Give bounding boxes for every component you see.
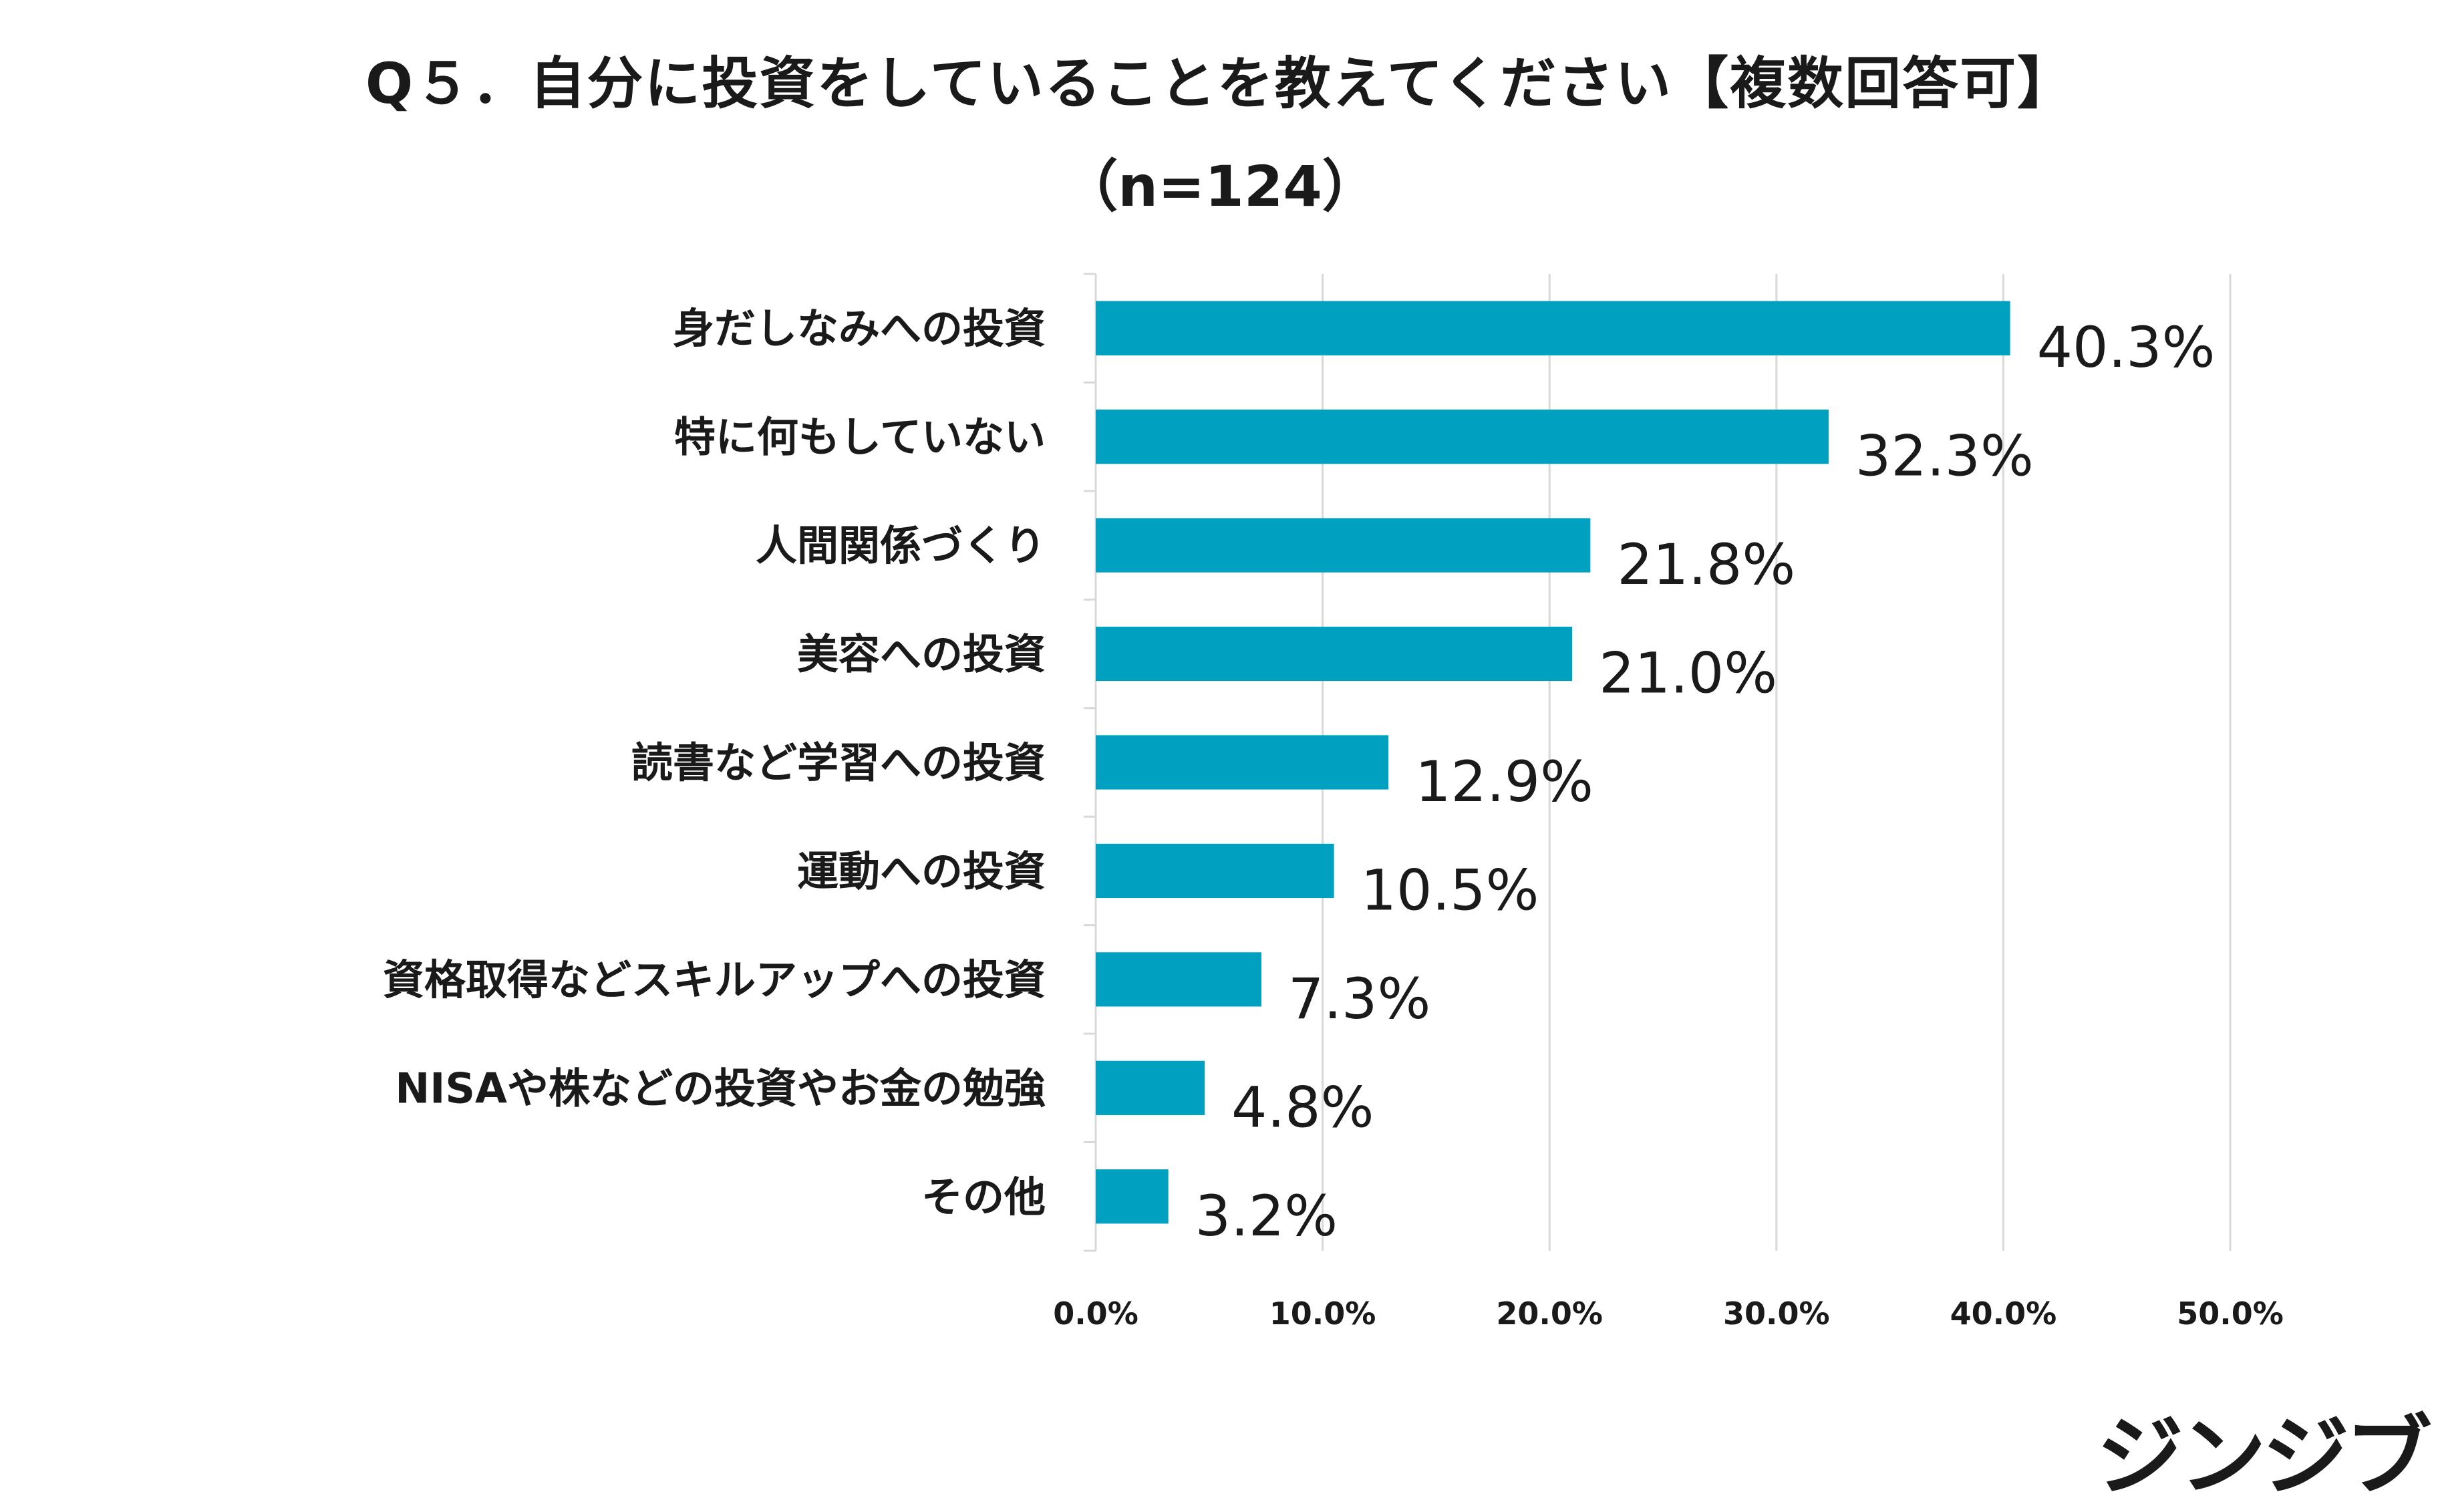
data-label: 21.0%: [1599, 641, 1777, 706]
data-label: 4.8%: [1231, 1074, 1374, 1140]
bar: [1096, 1169, 1169, 1224]
data-label: 40.3%: [2037, 315, 2216, 380]
category-label: 資格取得などスキルアップへの投資: [383, 955, 1046, 1004]
bar: [1096, 301, 2010, 355]
data-label: 3.2%: [1195, 1183, 1338, 1249]
x-tick-label: 0.0%: [1053, 1296, 1138, 1332]
chart-subtitle: （n=124）: [1062, 154, 1378, 219]
x-tick-label: 50.0%: [2177, 1296, 2284, 1332]
bar: [1096, 843, 1334, 899]
labels: 0.0% 10.0% 20.0% 30.0% 40.0% 50.0% 身だしなみへの投資 40…: [383, 304, 2284, 1332]
category-axis: [1084, 273, 1097, 1252]
category-label: 人間関係づくり: [756, 521, 1046, 570]
brand-logo: ジンジブ: [2096, 1406, 2432, 1507]
bar: [1096, 626, 1573, 682]
x-tick-label: 10.0%: [1269, 1296, 1376, 1332]
data-label: 32.3%: [1855, 424, 2034, 489]
x-tick-label: 40.0%: [1950, 1296, 2057, 1332]
bar: [1096, 952, 1261, 1007]
bar: [1096, 518, 1591, 573]
category-label: 読書など学習への投資: [631, 738, 1046, 787]
chart-title: Q５．自分に投資をしていることを教えてください【複数回答可】: [365, 51, 2075, 116]
bar: [1096, 410, 1829, 464]
category-label: 特に何もしていない: [674, 413, 1046, 462]
data-label: 7.3%: [1288, 966, 1430, 1032]
category-label: 美容への投資: [797, 630, 1046, 679]
category-label: 身だしなみへの投資: [673, 304, 1046, 353]
category-label: NISAや株などの投資やお金の勉強: [395, 1064, 1046, 1112]
category-label: その他: [921, 1173, 1046, 1221]
bar: [1096, 1060, 1205, 1115]
data-label: 21.8%: [1617, 532, 1795, 597]
category-label: 運動への投資: [797, 847, 1046, 895]
bars: [1096, 301, 2010, 1224]
x-tick-label: 30.0%: [1723, 1296, 1830, 1332]
data-label: 12.9%: [1415, 749, 1593, 814]
data-label: 10.5%: [1361, 857, 1539, 923]
x-tick-label: 20.0%: [1496, 1296, 1603, 1332]
bar: [1096, 735, 1389, 790]
